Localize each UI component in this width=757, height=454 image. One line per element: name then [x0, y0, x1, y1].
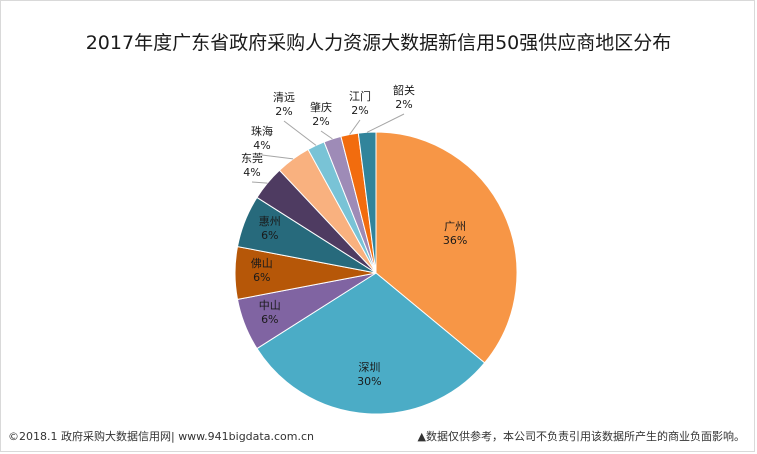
slice-label-0: 广州: [444, 220, 466, 233]
leader-line-9: [349, 119, 361, 135]
leader-line-6: [261, 154, 294, 160]
chart-title: 2017年度广东省政府采购人力资源大数据新信用50强供应商地区分布: [85, 32, 672, 54]
slice-pct-9: 2%: [351, 104, 368, 117]
pie-slice-0: [375, 131, 518, 364]
slice-label-10: 韶关: [393, 83, 415, 97]
slice-label-6: 珠海: [251, 124, 273, 138]
slice-pct-5: 4%: [243, 166, 260, 179]
slice-pct-2: 6%: [261, 313, 278, 326]
leader-line-8: [320, 130, 333, 140]
slice-label-2: 中山: [259, 299, 281, 312]
leader-line-5: [251, 181, 268, 184]
slice-label-9: 江门: [349, 89, 371, 103]
footer-disclaimer: ▲数据仅供参考，本公司不负责引用该数据所产生的商业负面影响。: [417, 430, 745, 443]
slice-label-8: 肇庆: [310, 100, 332, 114]
pie-slices: [234, 131, 518, 415]
slice-pct-8: 2%: [312, 115, 329, 128]
slice-label-4: 惠州: [259, 214, 281, 228]
slice-pct-3: 6%: [253, 271, 270, 284]
slice-pct-1: 30%: [357, 375, 381, 388]
pie-slice-1: [256, 272, 486, 415]
leader-line-10: [366, 113, 405, 133]
slice-pct-0: 36%: [443, 234, 467, 247]
footer-source: ©2018.1 政府采购大数据信用网| www.941bigdata.com.c…: [8, 430, 314, 443]
slice-pct-10: 2%: [395, 98, 412, 111]
slice-pct-4: 6%: [261, 229, 278, 242]
slice-label-7: 清远: [273, 91, 295, 104]
leader-line-7: [283, 120, 317, 146]
leader-lines: [251, 113, 405, 184]
slice-pct-6: 4%: [253, 139, 270, 152]
slice-pct-7: 2%: [275, 105, 292, 118]
slice-label-1: 深圳: [358, 361, 380, 374]
slice-label-3: 佛山: [251, 257, 273, 270]
slice-label-5: 东莞: [241, 152, 263, 165]
